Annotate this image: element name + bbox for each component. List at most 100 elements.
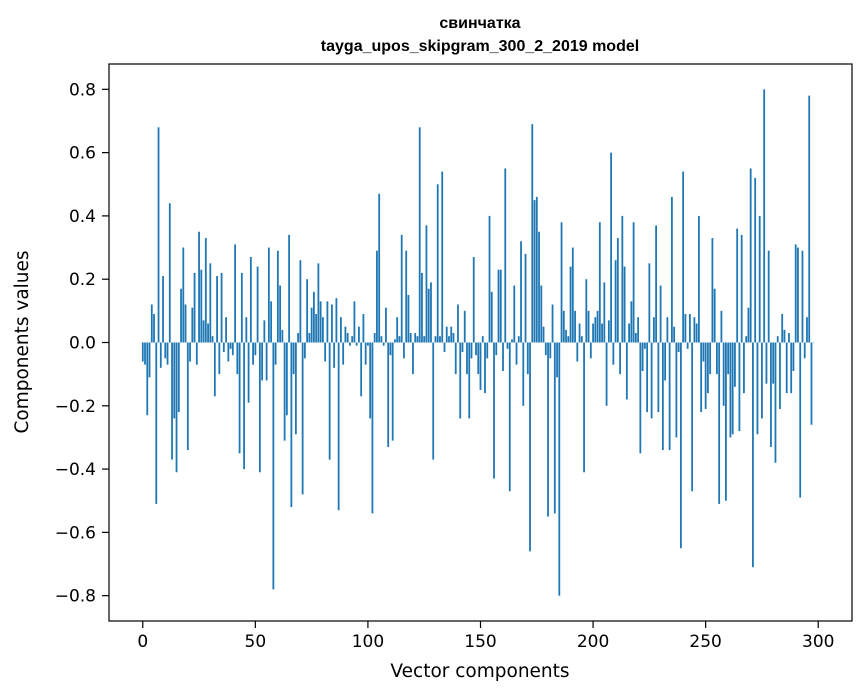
bar-146 xyxy=(470,342,473,359)
bar-270 xyxy=(749,168,752,343)
bar-13 xyxy=(171,342,173,460)
bar-81 xyxy=(324,342,327,362)
bar-219 xyxy=(634,333,637,343)
bar-192 xyxy=(574,310,576,343)
bar-279 xyxy=(770,342,772,447)
bar-61 xyxy=(279,285,282,343)
bar-200 xyxy=(592,323,594,343)
bar-253 xyxy=(711,238,714,343)
bar-184 xyxy=(556,342,558,378)
bar-107 xyxy=(382,342,385,346)
bar-212 xyxy=(619,342,621,375)
bar-297 xyxy=(810,342,813,425)
bar-112 xyxy=(394,339,396,343)
bar-12 xyxy=(168,203,171,343)
bar-195 xyxy=(580,336,583,343)
bar-128 xyxy=(430,282,432,343)
bar-259 xyxy=(725,342,727,501)
bar-138 xyxy=(452,333,455,343)
bar-41 xyxy=(234,244,236,343)
bar-92 xyxy=(349,342,351,346)
bar-10 xyxy=(164,342,167,359)
bar-170 xyxy=(524,253,527,343)
bar-233 xyxy=(666,317,669,343)
bar-289 xyxy=(792,342,795,371)
bar-51 xyxy=(256,266,259,343)
bar-120 xyxy=(412,342,414,375)
bar-241 xyxy=(684,314,687,343)
bar-216 xyxy=(628,323,630,343)
bar-288 xyxy=(790,342,793,394)
bar-63 xyxy=(283,342,286,441)
bar-214 xyxy=(623,266,626,343)
bar-295 xyxy=(806,317,808,343)
bar-1 xyxy=(144,342,146,365)
bar-276 xyxy=(763,89,766,343)
bar-27 xyxy=(202,320,205,343)
bar-215 xyxy=(625,342,628,400)
bar-245 xyxy=(693,317,696,343)
bar-101 xyxy=(369,342,372,419)
bar-111 xyxy=(391,342,394,441)
bar-131 xyxy=(436,184,439,343)
bar-72 xyxy=(303,342,306,359)
bar-151 xyxy=(481,336,484,343)
bar-124 xyxy=(421,272,423,343)
bar-116 xyxy=(403,342,405,359)
bar-37 xyxy=(225,317,227,343)
bar-75 xyxy=(310,307,313,343)
bar-127 xyxy=(427,288,430,343)
bar-16 xyxy=(177,342,180,413)
bar-141 xyxy=(459,342,462,419)
bar-187 xyxy=(562,310,565,343)
bar-80 xyxy=(321,317,324,343)
bar-254 xyxy=(713,288,716,343)
bar-165 xyxy=(513,285,516,343)
bar-189 xyxy=(567,336,570,343)
y-tick-label: −0.2 xyxy=(55,397,96,417)
bar-287 xyxy=(788,333,790,343)
bar-226 xyxy=(650,342,653,419)
bar-277 xyxy=(765,342,768,384)
bar-65 xyxy=(288,234,291,343)
bar-172 xyxy=(529,342,531,552)
bar-234 xyxy=(668,342,671,451)
bar-103 xyxy=(373,333,376,343)
bar-250 xyxy=(704,342,707,409)
bar-86 xyxy=(335,298,338,343)
bar-207 xyxy=(607,320,610,343)
bar-109 xyxy=(387,342,390,447)
bar-168 xyxy=(520,241,522,343)
bar-106 xyxy=(380,336,383,343)
bar-83 xyxy=(328,342,331,460)
bar-149 xyxy=(477,342,480,375)
bar-133 xyxy=(441,171,444,343)
bar-185 xyxy=(558,342,561,596)
bar-76 xyxy=(312,291,315,343)
x-axis-label: Vector components xyxy=(390,661,569,682)
bar-179 xyxy=(544,342,547,356)
bar-260 xyxy=(727,342,730,375)
bar-9 xyxy=(162,276,164,343)
bar-96 xyxy=(358,326,360,343)
bar-242 xyxy=(686,342,689,349)
bar-177 xyxy=(540,285,543,343)
bar-143 xyxy=(463,310,466,343)
bar-284 xyxy=(781,314,784,343)
bar-30 xyxy=(209,263,212,343)
bar-44 xyxy=(240,272,243,343)
bar-62 xyxy=(281,329,284,343)
bar-292 xyxy=(799,342,802,498)
bar-21 xyxy=(189,342,191,362)
bar-152 xyxy=(484,342,486,394)
bar-91 xyxy=(346,333,349,343)
bar-64 xyxy=(285,342,288,416)
bar-132 xyxy=(439,336,441,343)
bar-199 xyxy=(589,342,592,359)
bar-11 xyxy=(166,342,169,365)
bar-247 xyxy=(698,215,700,343)
bar-169 xyxy=(522,342,525,406)
bar-89 xyxy=(342,342,345,365)
bar-193 xyxy=(576,342,579,362)
bar-6 xyxy=(155,342,158,504)
